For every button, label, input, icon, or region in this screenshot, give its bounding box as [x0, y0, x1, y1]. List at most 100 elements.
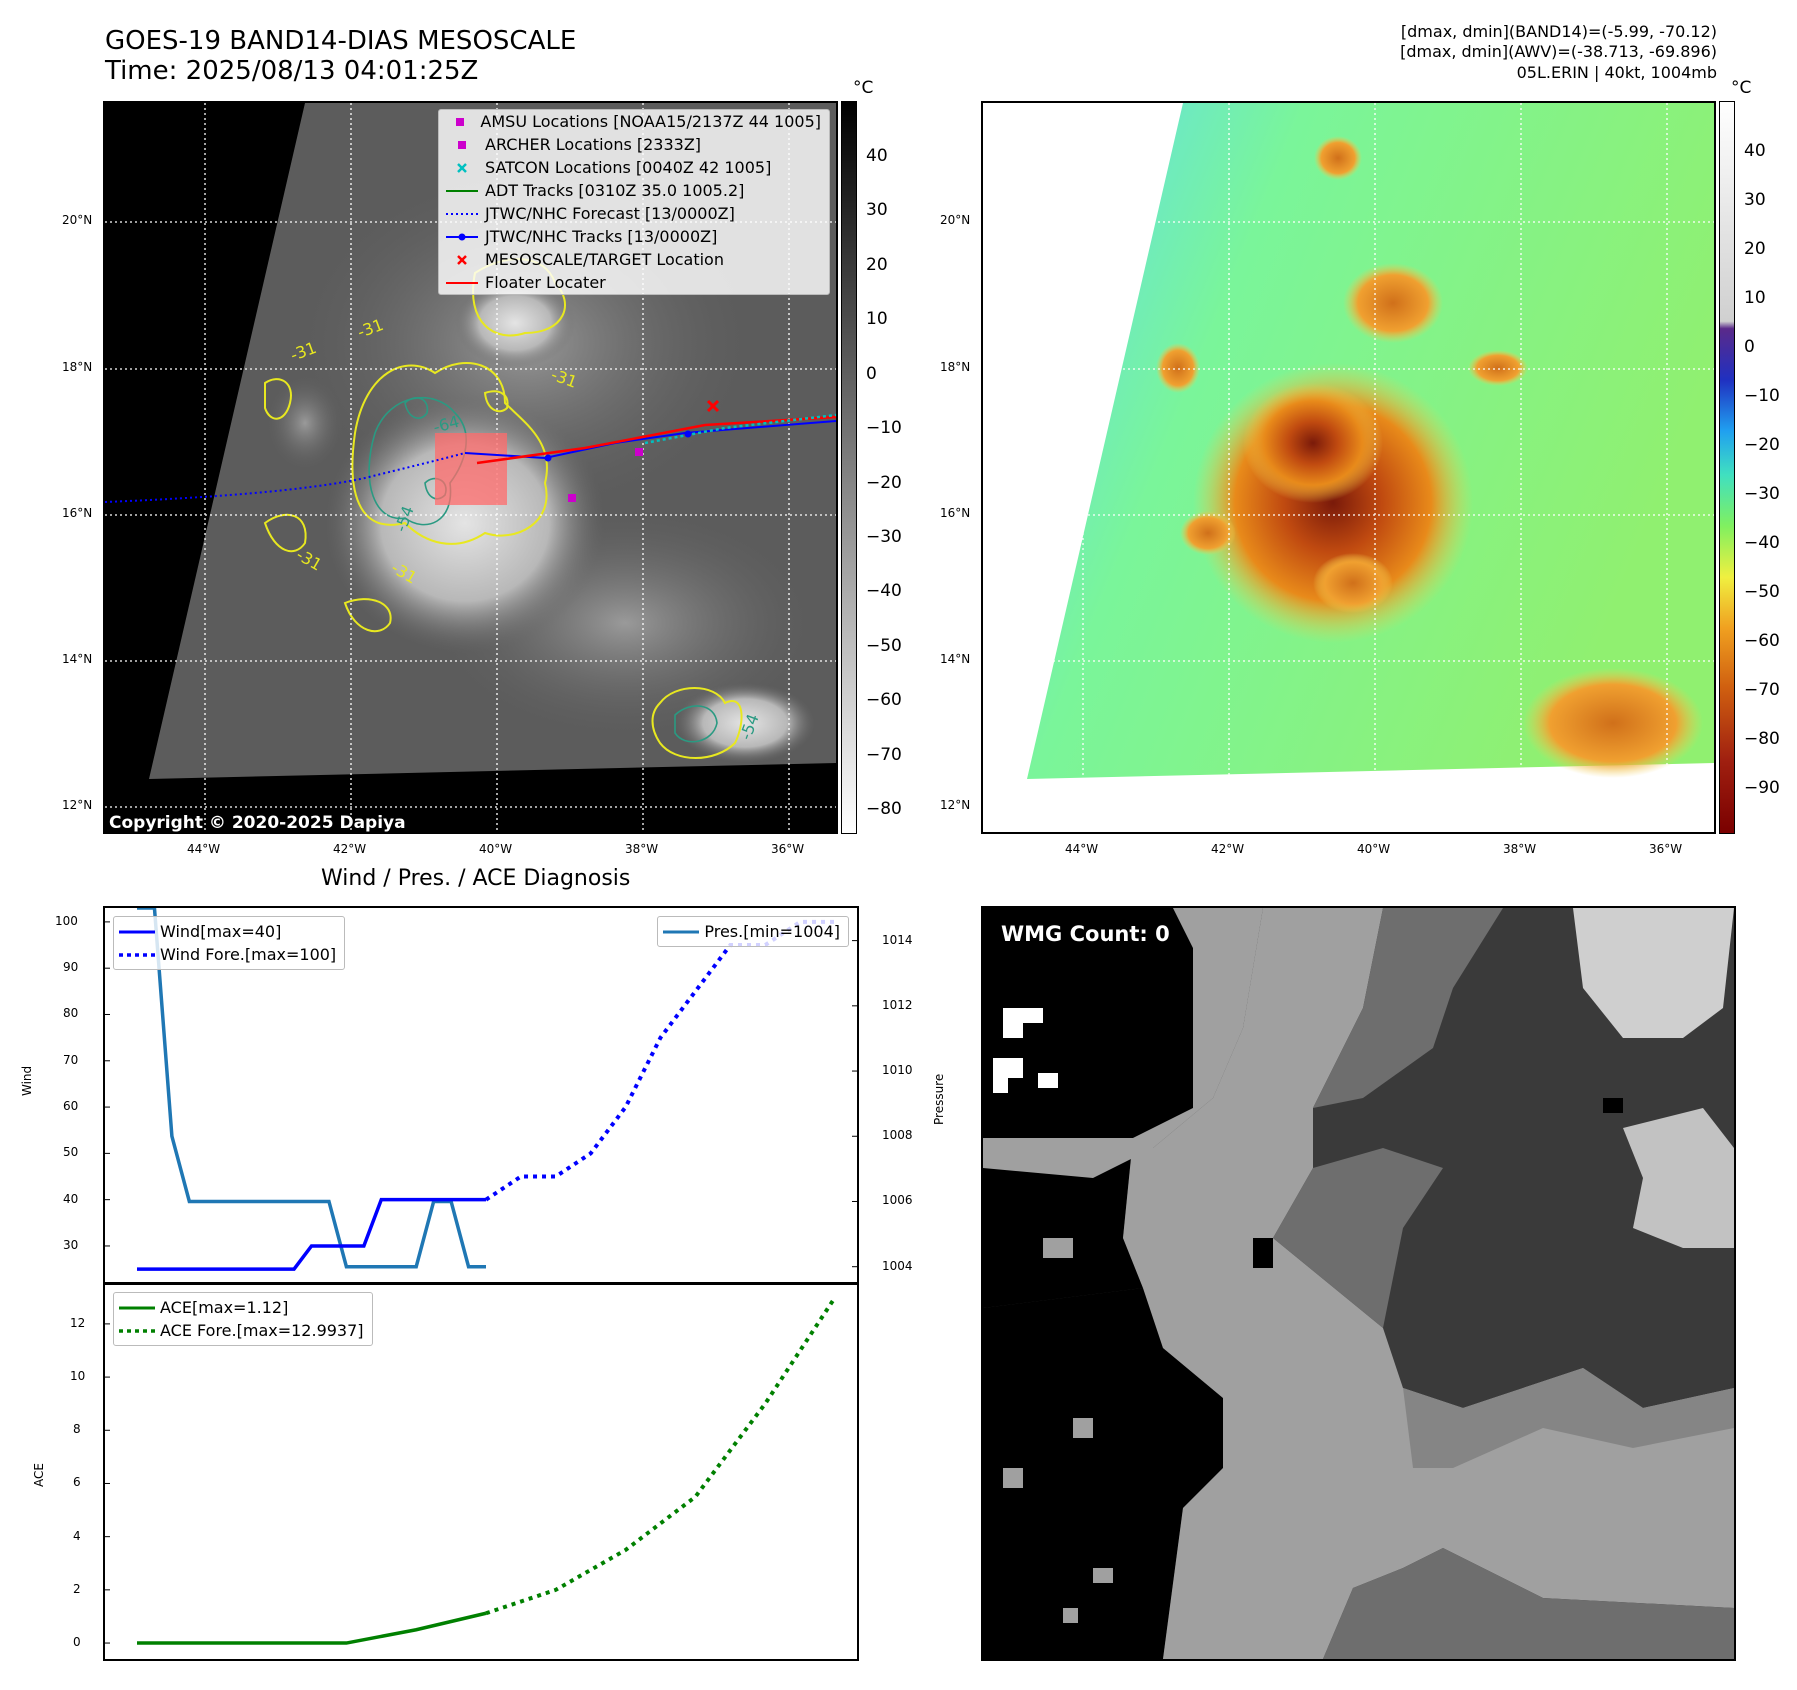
color-colorbar-tick: −40: [1744, 533, 1780, 553]
convection-cell: [675, 683, 815, 763]
pressure-tick-label: 1010: [882, 1063, 913, 1078]
gray-colorbar-tick: 0: [866, 363, 877, 384]
gray-colorbar-tick: −40: [866, 581, 902, 602]
jtwc-point: [684, 430, 692, 438]
jtwc-forecast-track: [105, 452, 466, 503]
color-colorbar-tick: −60: [1744, 631, 1780, 651]
wmg-svg: [983, 908, 1734, 1659]
wind-tick-label: 80: [63, 1006, 79, 1021]
archer-marker: [635, 448, 643, 456]
wmg-region-gray: [1123, 908, 1734, 1659]
wmg-region-dark: [1323, 1548, 1734, 1659]
gray-colorbar-unit: °C: [853, 78, 874, 98]
wmg-region-mid: [1403, 1368, 1734, 1468]
cold-cloud-cell: [1313, 553, 1393, 613]
wind-legend: Wind[max=40] Wind Fore.[max=100]: [113, 916, 346, 970]
wmg-panel: WMG Count: 0: [981, 906, 1736, 1661]
pressure-tick-label: 1008: [882, 1128, 913, 1143]
legend-pres: Pres.[min=1004]: [663, 922, 840, 941]
legend-wind: Wind[max=40]: [119, 922, 282, 941]
gray-colorbar-tick: 40: [866, 146, 888, 166]
lon-label: 36°W: [771, 842, 805, 856]
color-colorbar-tick: −90: [1744, 778, 1780, 798]
ace-forecast-line: [485, 1296, 837, 1616]
cold-cloud-cell: [1468, 350, 1528, 386]
color-colorbar-tick: −10: [1744, 386, 1780, 406]
info-band14: [dmax, dmin](BAND14)=(-5.99, -70.12): [1400, 22, 1717, 41]
wind-tick-label: 60: [63, 1099, 79, 1114]
cloud-cell: [265, 373, 345, 473]
gray-colorbar: [841, 101, 857, 834]
wmg-count: WMG Count: 0: [1001, 922, 1170, 946]
legend-jtwc-tracks: JTWC/NHC Tracks [13/0000Z]: [439, 225, 829, 248]
wind-line: [137, 1197, 486, 1271]
lat-label: 12°N: [940, 798, 971, 812]
color-colorbar: [1719, 101, 1735, 834]
legend-jtwc-forecast: JTWC/NHC Forecast [13/0000Z]: [446, 204, 735, 223]
cold-cloud-cell: [1314, 136, 1362, 180]
lat-label: 14°N: [940, 652, 971, 666]
lat-label: 20°N: [62, 213, 93, 227]
legend-amsu: AMSU Locations [NOAA15/2137Z 44 1005]: [439, 110, 829, 133]
legend-target: MESOSCALE/TARGET Location: [439, 248, 829, 271]
ace-tick-label: 12: [70, 1315, 86, 1330]
gray-colorbar-tick: −70: [866, 744, 902, 765]
lon-label: 36°W: [1649, 842, 1683, 856]
ace-tick-label: 4: [73, 1528, 81, 1543]
pressure-line: [137, 908, 486, 1269]
lon-label: 42°W: [1211, 842, 1245, 856]
color-colorbar-tick: 30: [1744, 190, 1766, 210]
legend-satcon: SATCON Locations [0040Z 42 1005]: [439, 156, 829, 179]
amsu-marker: [568, 494, 576, 502]
color-colorbar-tick: −20: [1744, 435, 1780, 455]
floater-track: [476, 415, 836, 465]
wind-forecast-line: [484, 919, 835, 1202]
cold-cloud-cell: [1180, 511, 1236, 555]
color-map-svg: [983, 103, 1714, 832]
legend-ace: ACE[max=1.12]: [119, 1298, 289, 1317]
pressure-tick-label: 1012: [882, 997, 913, 1012]
wind-tick-label: 90: [63, 960, 79, 975]
ace-svg: [105, 1296, 837, 1645]
wind-tick-label: 70: [63, 1052, 79, 1067]
wind-tick-label: 40: [63, 1191, 79, 1206]
map-legend: AMSU Locations [NOAA15/2137Z 44 1005] AR…: [438, 109, 830, 295]
color-map-panel: [981, 101, 1716, 834]
wmg-white-blocks: [993, 1008, 1058, 1093]
time-label: Time: 2025/08/13 04:01:25Z: [105, 56, 479, 86]
convection-cell: [455, 278, 575, 368]
lon-label: 42°W: [333, 842, 367, 856]
color-colorbar-tick: −30: [1744, 484, 1780, 504]
target-box: [435, 433, 507, 505]
ace-tick-label: 2: [73, 1581, 81, 1596]
color-colorbar-unit: °C: [1731, 78, 1752, 98]
ir-map-panel: -31 -31 -31 -31 -31 -64 -54 -54 AMSU Loc…: [103, 101, 838, 834]
wmg-region-dark: [1313, 908, 1503, 1108]
cold-cloud-core: [1243, 383, 1383, 503]
lon-label: 38°W: [625, 842, 659, 856]
gray-colorbar-tick: 30: [866, 200, 888, 221]
wind-tick-label: 50: [63, 1145, 79, 1160]
lat-label: 16°N: [940, 506, 971, 520]
wmg-region-gray: [983, 908, 1263, 1178]
target-marker: [706, 399, 720, 413]
lon-label: 40°W: [479, 842, 513, 856]
wind-tick-label: 100: [55, 913, 78, 928]
legend-ace-fore: ACE Fore.[max=12.9937]: [119, 1321, 364, 1340]
pressure-legend: Pres.[min=1004]: [657, 916, 849, 947]
color-colorbar-tick: 20: [1744, 239, 1766, 259]
legend-wind-fore: Wind Fore.[max=100]: [119, 945, 337, 964]
gray-colorbar-tick: −10: [866, 418, 902, 439]
info-storm: 05L.ERIN | 40kt, 1004mb: [1516, 63, 1717, 82]
gray-colorbar-tick: 10: [866, 309, 888, 330]
lat-label: 18°N: [940, 360, 971, 374]
ace-axis-label: ACE: [32, 1463, 46, 1487]
pressure-tick-label: 1004: [882, 1258, 913, 1273]
ace-tick-label: 0: [73, 1635, 81, 1650]
ace-tick-label: 10: [70, 1369, 86, 1384]
lon-label: 40°W: [1357, 842, 1391, 856]
wmg-gray-blocks: [1003, 1218, 1233, 1623]
gray-colorbar-tick: −20: [866, 472, 902, 493]
lat-label: 18°N: [62, 360, 93, 374]
wind-axis-label: Wind: [20, 1065, 34, 1096]
